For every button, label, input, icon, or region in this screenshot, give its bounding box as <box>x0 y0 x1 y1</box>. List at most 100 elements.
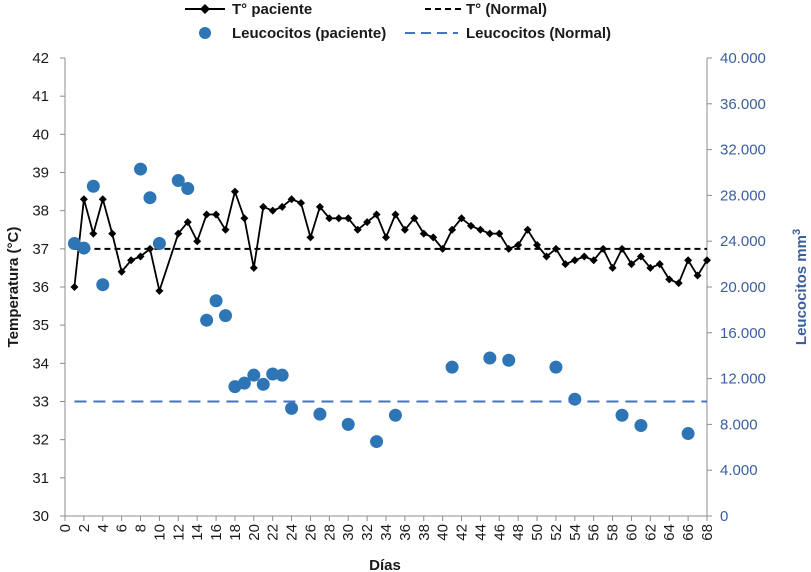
leukocyte-point <box>370 435 384 449</box>
temperature-point <box>334 214 343 223</box>
temperature-point <box>297 199 306 208</box>
leukocyte-point <box>549 360 563 374</box>
x-tick-label: 36 <box>397 524 414 541</box>
temperature-point <box>278 202 287 211</box>
legend-label-leuco-patient: Leucocitos (paciente) <box>232 25 386 42</box>
temperature-point <box>98 195 107 204</box>
x-tick-label: 44 <box>472 524 489 541</box>
leukocyte-point <box>483 351 497 365</box>
left-tick-label: 37 <box>32 241 49 258</box>
right-tick-label: 4.000 <box>720 462 758 479</box>
leukocyte-point <box>445 360 459 374</box>
temperature-point <box>589 256 598 265</box>
temperature-point <box>485 229 494 238</box>
x-tick-label: 24 <box>284 524 301 541</box>
temperature-point <box>419 229 428 238</box>
leukocyte-point <box>275 368 289 382</box>
temperature-point <box>363 218 372 227</box>
leukocyte-point <box>181 182 195 196</box>
x-tick-label: 30 <box>340 524 357 541</box>
x-tick-label: 18 <box>227 524 244 541</box>
temperature-point <box>466 221 475 230</box>
right-tick-label: 36.000 <box>720 96 766 113</box>
temperature-point <box>533 241 542 250</box>
leukocyte-point <box>247 368 261 382</box>
leukocyte-point <box>86 179 100 193</box>
temperature-point <box>391 210 400 219</box>
right-axis-ticks: 0 4.000 8.000 12.000 16.000 20.000 24.000 28.00… <box>707 50 766 525</box>
leukocyte-point <box>143 191 157 205</box>
right-tick-label: 28.000 <box>720 187 766 204</box>
x-tick-label: 34 <box>378 524 395 541</box>
left-tick-label: 34 <box>32 355 49 372</box>
left-tick-label: 32 <box>32 432 49 449</box>
x-tick-label: 54 <box>567 524 584 541</box>
temperature-point <box>344 214 353 223</box>
x-tick-label: 28 <box>321 524 338 541</box>
temperature-point <box>608 263 617 272</box>
temperature-point <box>438 244 447 253</box>
right-axis-title: Leucocitos mm3 <box>791 229 810 345</box>
x-tick-label: 22 <box>265 524 282 541</box>
series-0 <box>70 187 711 295</box>
leukocyte-point <box>568 392 582 406</box>
temperature-point <box>240 214 249 223</box>
temperature-point <box>570 256 579 265</box>
left-tick-label: 35 <box>32 317 49 334</box>
x-tick-label: 52 <box>548 524 565 541</box>
temperature-point <box>325 214 334 223</box>
right-tick-label: 16.000 <box>720 325 766 342</box>
right-tick-label: 12.000 <box>720 371 766 388</box>
x-tick-label: 20 <box>246 524 263 541</box>
temperature-point <box>476 225 485 234</box>
left-tick-label: 41 <box>32 88 49 105</box>
leukocyte-point <box>171 174 185 188</box>
temperature-point <box>429 233 438 242</box>
temperature-point <box>230 187 239 196</box>
leukocyte-point <box>200 313 214 327</box>
left-tick-label: 38 <box>32 203 49 220</box>
x-tick-label: 16 <box>208 524 225 541</box>
x-tick-label: 46 <box>491 524 508 541</box>
x-tick-label: 68 <box>699 524 716 541</box>
temperature-point <box>457 214 466 223</box>
leukocyte-point <box>634 419 648 433</box>
leukocyte-point <box>256 377 270 391</box>
temperature-point <box>108 229 117 238</box>
left-axis-ticks: 30 31 32 33 34 35 36 37 38 39 40 41 42 <box>32 50 65 525</box>
leukocyte-point <box>209 294 223 308</box>
x-tick-label: 10 <box>151 524 168 541</box>
temperature-point <box>410 214 419 223</box>
temperature-point <box>268 206 277 215</box>
temperature-line <box>73 188 708 295</box>
leukocyte-point <box>681 427 695 441</box>
right-tick-label: 0 <box>720 508 728 525</box>
temperature-point <box>580 252 589 261</box>
temperature-point <box>287 195 296 204</box>
legend: T° paciente T° (Normal) Leucocitos (paci… <box>185 1 611 42</box>
temperature-point <box>353 225 362 234</box>
series-2 <box>67 162 695 449</box>
leukocyte-point <box>77 241 91 255</box>
legend-marker-temp-patient-diamond <box>200 4 210 14</box>
x-axis-ticks: 0 2 4 6 8 10 12 14 16 18 20 22 24 26 28 30 32 34 36 38 40 42 4… <box>57 516 716 541</box>
x-tick-label: 60 <box>623 524 640 541</box>
left-tick-label: 31 <box>32 470 49 487</box>
x-tick-label: 64 <box>661 524 678 541</box>
x-axis-title: Días <box>369 557 401 572</box>
temperature-point <box>183 218 192 227</box>
temperature-point <box>372 210 381 219</box>
temperature-point <box>79 195 88 204</box>
temperature-point <box>514 241 523 250</box>
temperature-point <box>202 210 211 219</box>
x-tick-label: 14 <box>189 524 206 541</box>
x-tick-label: 50 <box>529 524 546 541</box>
right-tick-label: 8.000 <box>720 416 758 433</box>
x-tick-label: 56 <box>586 524 603 541</box>
leukocyte-point <box>152 236 166 250</box>
x-tick-label: 6 <box>114 524 131 532</box>
x-tick-label: 40 <box>435 524 452 541</box>
left-tick-label: 33 <box>32 394 49 411</box>
x-tick-label: 62 <box>642 524 659 541</box>
